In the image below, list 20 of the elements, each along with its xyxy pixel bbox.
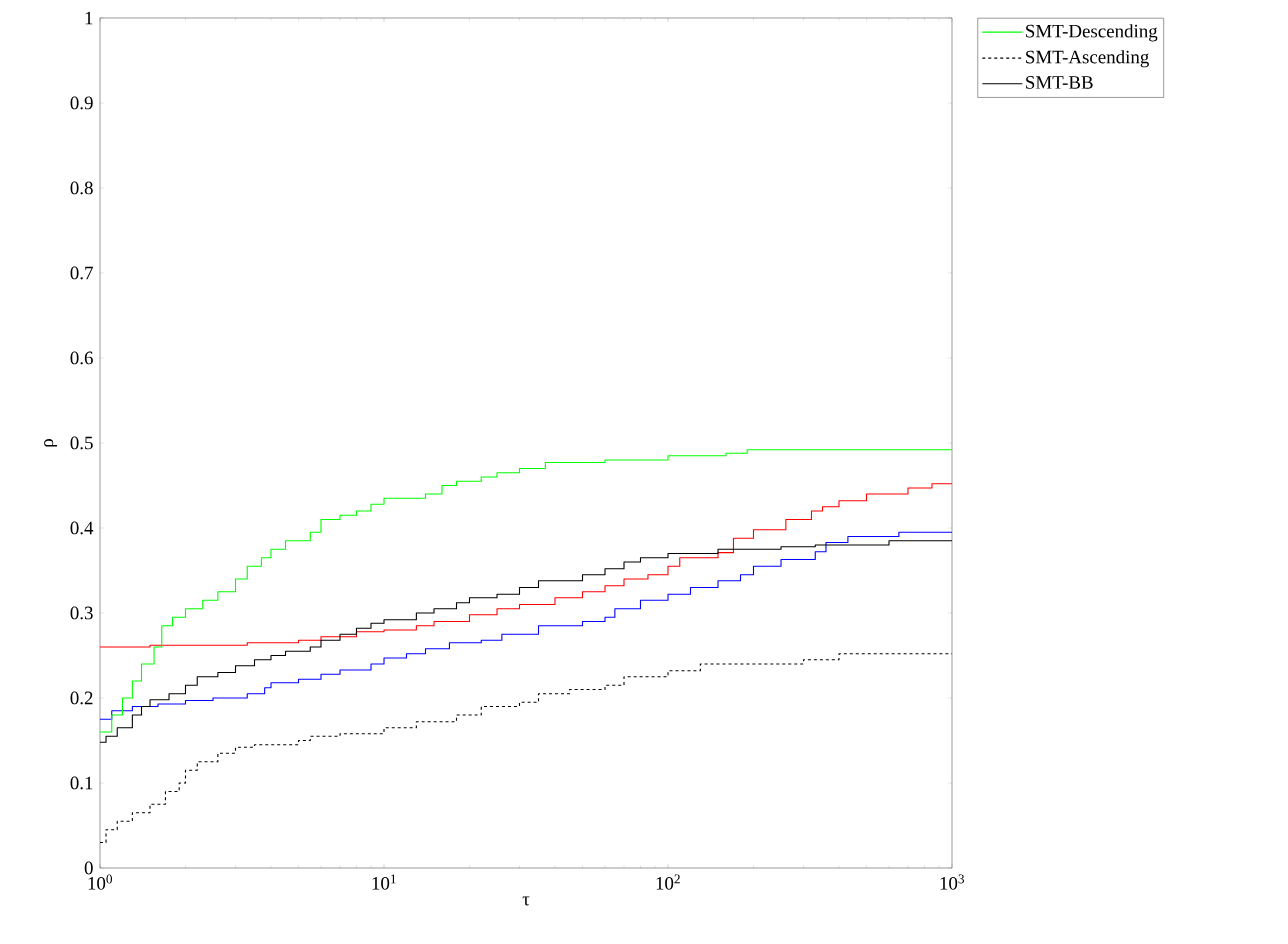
y-tick-label: 0 (84, 861, 93, 875)
y-tick-label: 0.5 (70, 436, 93, 450)
legend-label: SMT-BB (1026, 76, 1093, 89)
legend-label: SMT-Ascending (1026, 50, 1149, 68)
x-tick-label: 10$^{2}$ (656, 874, 680, 890)
x-tick-label: 10$^{0}$ (88, 874, 113, 890)
y-tick-label: 0.1 (70, 776, 93, 790)
x-tick-label: 10$^{3}$ (940, 874, 965, 890)
y-tick-label: 1 (85, 11, 93, 25)
x-tick-label: 10$^{1}$ (372, 874, 396, 890)
legend-label: SMT-Descending (1026, 24, 1158, 42)
y-tick-label: 0.8 (70, 181, 93, 195)
x-axis-title: τ (522, 896, 530, 906)
y-tick-label: 0.2 (70, 691, 93, 705)
y-axis-title: ρ (44, 439, 58, 447)
y-tick-label: 0.9 (70, 96, 93, 110)
y-tick-label: 0.6 (70, 351, 93, 365)
y-tick-label: 0.4 (70, 521, 94, 535)
y-tick-label: 0.7 (70, 266, 93, 280)
y-tick-label: 0.3 (70, 606, 93, 620)
